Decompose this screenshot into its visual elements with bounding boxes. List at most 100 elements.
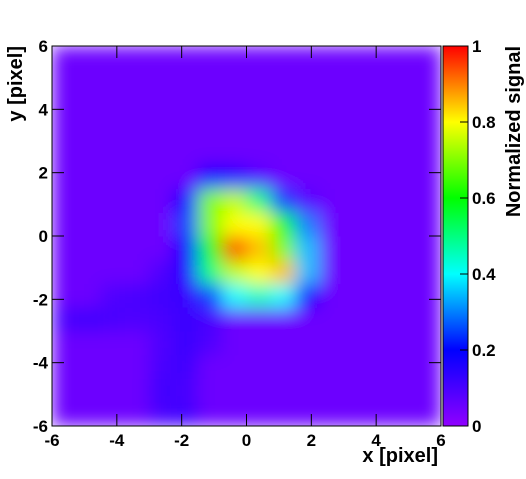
heatmap-cell bbox=[295, 188, 320, 213]
heatmap-cell bbox=[246, 141, 272, 166]
heatmap-cell bbox=[173, 188, 199, 213]
heatmap-cell bbox=[246, 259, 272, 284]
heatmap-cells bbox=[52, 46, 441, 426]
heatmap-cell bbox=[392, 164, 418, 189]
heatmap-cell bbox=[173, 164, 199, 189]
heatmap-cell bbox=[173, 212, 199, 237]
heatmap-cell bbox=[270, 236, 296, 261]
heatmap-cell bbox=[246, 354, 272, 379]
colorbar-tick-label: 0.8 bbox=[472, 113, 496, 132]
heatmap-cell bbox=[343, 164, 369, 189]
x-tick-label: 2 bbox=[307, 431, 316, 450]
colorbar-tick-label: 0 bbox=[472, 417, 481, 436]
heatmap-cell bbox=[319, 164, 345, 189]
heatmap-cell bbox=[416, 283, 441, 308]
heatmap-cell bbox=[173, 117, 199, 142]
heatmap-cell bbox=[416, 188, 441, 213]
heatmap-cell bbox=[319, 331, 345, 356]
heatmap-cell bbox=[124, 117, 150, 142]
x-tick-label: 6 bbox=[436, 431, 445, 450]
heatmap-cell bbox=[149, 117, 175, 142]
heatmap-cell bbox=[100, 331, 126, 356]
heatmap-cell bbox=[52, 212, 77, 237]
heatmap-cell bbox=[76, 46, 102, 71]
heatmap-cell bbox=[124, 259, 150, 284]
heatmap-cell bbox=[124, 236, 150, 261]
heatmap-cell bbox=[100, 164, 126, 189]
heatmap-cell bbox=[222, 331, 247, 356]
heatmap-cell bbox=[197, 141, 223, 166]
heatmap-cell bbox=[246, 188, 272, 213]
heatmap-cell bbox=[368, 378, 393, 403]
heatmap-cell bbox=[124, 46, 150, 71]
heatmap-cell bbox=[149, 164, 175, 189]
heatmap-cell bbox=[368, 331, 393, 356]
heatmap-cell bbox=[76, 188, 102, 213]
heatmap-cell bbox=[416, 236, 441, 261]
heatmap-cell bbox=[295, 93, 320, 118]
heatmap-cell bbox=[52, 307, 77, 332]
heatmap-cell bbox=[270, 331, 296, 356]
heatmap-cell bbox=[149, 93, 175, 118]
heatmap-cell bbox=[416, 69, 441, 94]
heatmap-cell bbox=[124, 141, 150, 166]
x-tick-label: 0 bbox=[242, 431, 251, 450]
heatmap-cell bbox=[124, 283, 150, 308]
heatmap-cell bbox=[52, 93, 77, 118]
heatmap-cell bbox=[343, 188, 369, 213]
heatmap-cell bbox=[270, 307, 296, 332]
colorbar-tick-label: 1 bbox=[472, 37, 481, 56]
heatmap-cell bbox=[368, 307, 393, 332]
heatmap-cell bbox=[416, 117, 441, 142]
heatmap-cell bbox=[222, 283, 247, 308]
heatmap-cell bbox=[197, 378, 223, 403]
heatmap-cell bbox=[343, 46, 369, 71]
heatmap-cell bbox=[246, 69, 272, 94]
heatmap-cell bbox=[368, 402, 393, 426]
heatmap-cell bbox=[392, 141, 418, 166]
heatmap-cell bbox=[392, 259, 418, 284]
heatmap-cell bbox=[197, 402, 223, 426]
heatmap-cell bbox=[149, 188, 175, 213]
heatmap-cell bbox=[295, 236, 320, 261]
heatmap-cell bbox=[368, 354, 393, 379]
heatmap-cell bbox=[368, 259, 393, 284]
heatmap-cell bbox=[416, 141, 441, 166]
heatmap-cell bbox=[319, 307, 345, 332]
heatmap-cell bbox=[197, 354, 223, 379]
heatmap-cell bbox=[124, 212, 150, 237]
heatmap-cell bbox=[343, 331, 369, 356]
heatmap-cell bbox=[343, 259, 369, 284]
heatmap-cell bbox=[76, 236, 102, 261]
heatmap-cell bbox=[368, 164, 393, 189]
heatmap-cell bbox=[52, 46, 77, 71]
heatmap-cell bbox=[343, 354, 369, 379]
heatmap-cell bbox=[222, 259, 247, 284]
heatmap-cell bbox=[295, 354, 320, 379]
heatmap-cell bbox=[149, 331, 175, 356]
heatmap-cell bbox=[295, 307, 320, 332]
heatmap-cell bbox=[416, 307, 441, 332]
heatmap-cell bbox=[197, 283, 223, 308]
heatmap-cell bbox=[270, 93, 296, 118]
y-tick-label: 4 bbox=[39, 100, 49, 119]
heatmap-cell bbox=[319, 212, 345, 237]
heatmap-cell bbox=[295, 117, 320, 142]
heatmap-cell bbox=[222, 164, 247, 189]
heatmap-cell bbox=[52, 188, 77, 213]
heatmap-cell bbox=[100, 283, 126, 308]
heatmap-cell bbox=[343, 378, 369, 403]
heatmap-area bbox=[52, 46, 441, 426]
heatmap-cell bbox=[149, 212, 175, 237]
heatmap-cell bbox=[270, 402, 296, 426]
heatmap-cell bbox=[149, 378, 175, 403]
heatmap-cell bbox=[246, 164, 272, 189]
heatmap-cell bbox=[270, 378, 296, 403]
heatmap-cell bbox=[100, 141, 126, 166]
heatmap-cell bbox=[100, 378, 126, 403]
heatmap-cell bbox=[76, 117, 102, 142]
heatmap-cell bbox=[222, 378, 247, 403]
heatmap-cell bbox=[222, 402, 247, 426]
heatmap-cell bbox=[100, 93, 126, 118]
heatmap-cell bbox=[295, 259, 320, 284]
